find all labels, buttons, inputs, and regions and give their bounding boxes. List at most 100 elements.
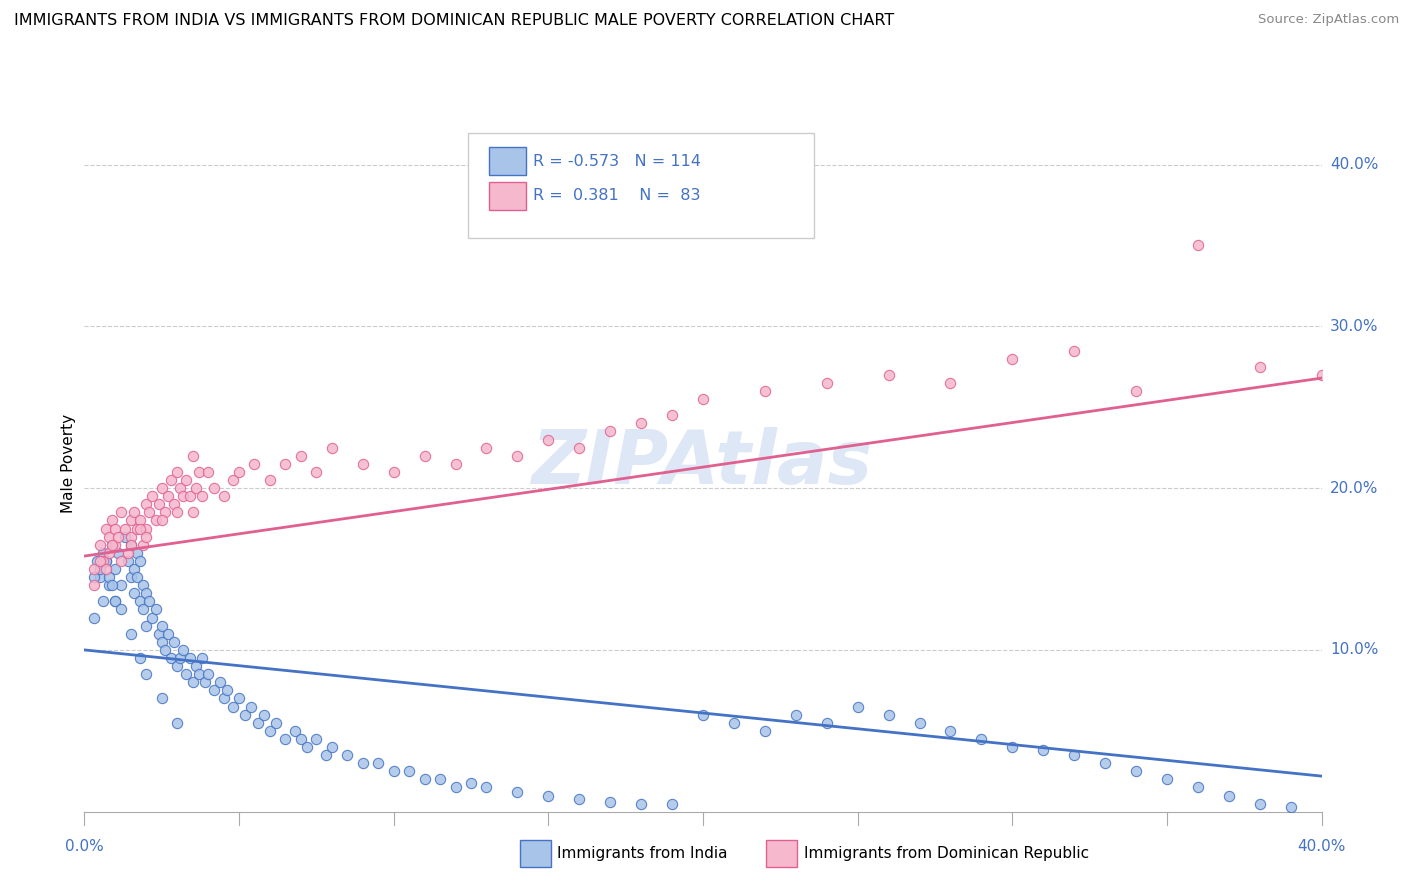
- Y-axis label: Male Poverty: Male Poverty: [60, 414, 76, 514]
- Point: [1187, 238, 1209, 252]
- Point: [94, 554, 117, 568]
- Point: [970, 731, 993, 746]
- Point: [754, 723, 776, 738]
- Point: [91, 594, 114, 608]
- Point: [98, 578, 121, 592]
- Point: [104, 594, 127, 608]
- FancyBboxPatch shape: [489, 147, 526, 175]
- Point: [506, 785, 529, 799]
- Point: [568, 441, 591, 455]
- Point: [939, 723, 962, 738]
- Point: [104, 522, 127, 536]
- Point: [259, 723, 281, 738]
- Point: [138, 505, 160, 519]
- Point: [172, 489, 194, 503]
- Point: [723, 715, 745, 730]
- Point: [568, 791, 591, 805]
- Point: [444, 457, 467, 471]
- Point: [1156, 772, 1178, 787]
- Text: Source: ZipAtlas.com: Source: ZipAtlas.com: [1258, 13, 1399, 27]
- Point: [150, 618, 173, 632]
- Point: [163, 497, 186, 511]
- Point: [222, 699, 245, 714]
- Point: [460, 775, 482, 789]
- Point: [209, 675, 232, 690]
- Point: [1094, 756, 1116, 771]
- Point: [166, 715, 188, 730]
- Point: [785, 707, 807, 722]
- Point: [135, 497, 157, 511]
- Point: [1125, 764, 1147, 779]
- Point: [110, 602, 132, 616]
- Text: 40.0%: 40.0%: [1298, 839, 1346, 855]
- Point: [132, 578, 155, 592]
- Point: [290, 731, 312, 746]
- Point: [150, 513, 173, 527]
- Point: [1249, 359, 1271, 374]
- Point: [120, 513, 142, 527]
- Point: [94, 522, 117, 536]
- Point: [117, 546, 139, 560]
- Point: [1063, 343, 1085, 358]
- Point: [153, 505, 176, 519]
- Point: [284, 723, 307, 738]
- Point: [197, 465, 219, 479]
- Point: [243, 457, 266, 471]
- FancyBboxPatch shape: [489, 182, 526, 210]
- Point: [125, 546, 148, 560]
- Point: [877, 707, 900, 722]
- Point: [110, 554, 132, 568]
- Point: [98, 530, 121, 544]
- Point: [877, 368, 900, 382]
- Point: [150, 635, 173, 649]
- Text: 30.0%: 30.0%: [1330, 318, 1378, 334]
- Text: Immigrants from Dominican Republic: Immigrants from Dominican Republic: [804, 847, 1090, 861]
- Point: [228, 691, 250, 706]
- Point: [117, 554, 139, 568]
- Point: [169, 651, 191, 665]
- Point: [135, 522, 157, 536]
- Point: [537, 433, 560, 447]
- Point: [815, 715, 838, 730]
- Point: [846, 699, 869, 714]
- Point: [179, 651, 201, 665]
- Point: [1001, 739, 1024, 754]
- Point: [160, 651, 183, 665]
- Point: [83, 610, 105, 624]
- Point: [212, 489, 235, 503]
- Point: [101, 513, 124, 527]
- Point: [382, 764, 405, 779]
- Point: [202, 683, 225, 698]
- Point: [89, 570, 111, 584]
- Point: [114, 522, 136, 536]
- Point: [107, 546, 129, 560]
- Point: [382, 465, 405, 479]
- Point: [754, 384, 776, 398]
- Point: [94, 562, 117, 576]
- Point: [129, 651, 152, 665]
- Point: [89, 554, 111, 568]
- Point: [122, 505, 145, 519]
- Point: [98, 546, 121, 560]
- Text: 20.0%: 20.0%: [1330, 481, 1378, 496]
- Point: [253, 707, 276, 722]
- Point: [120, 530, 142, 544]
- Point: [156, 626, 179, 640]
- Text: Immigrants from India: Immigrants from India: [557, 847, 727, 861]
- Point: [630, 417, 652, 431]
- Point: [120, 538, 142, 552]
- Point: [222, 473, 245, 487]
- Point: [599, 425, 621, 439]
- Point: [129, 522, 152, 536]
- Point: [537, 789, 560, 803]
- Point: [413, 772, 436, 787]
- Point: [274, 731, 297, 746]
- Point: [444, 780, 467, 795]
- Point: [132, 538, 155, 552]
- Text: R =  0.381    N =  83: R = 0.381 N = 83: [533, 188, 702, 203]
- Point: [305, 465, 328, 479]
- Point: [181, 505, 204, 519]
- Point: [240, 699, 263, 714]
- Point: [305, 731, 328, 746]
- Point: [91, 554, 114, 568]
